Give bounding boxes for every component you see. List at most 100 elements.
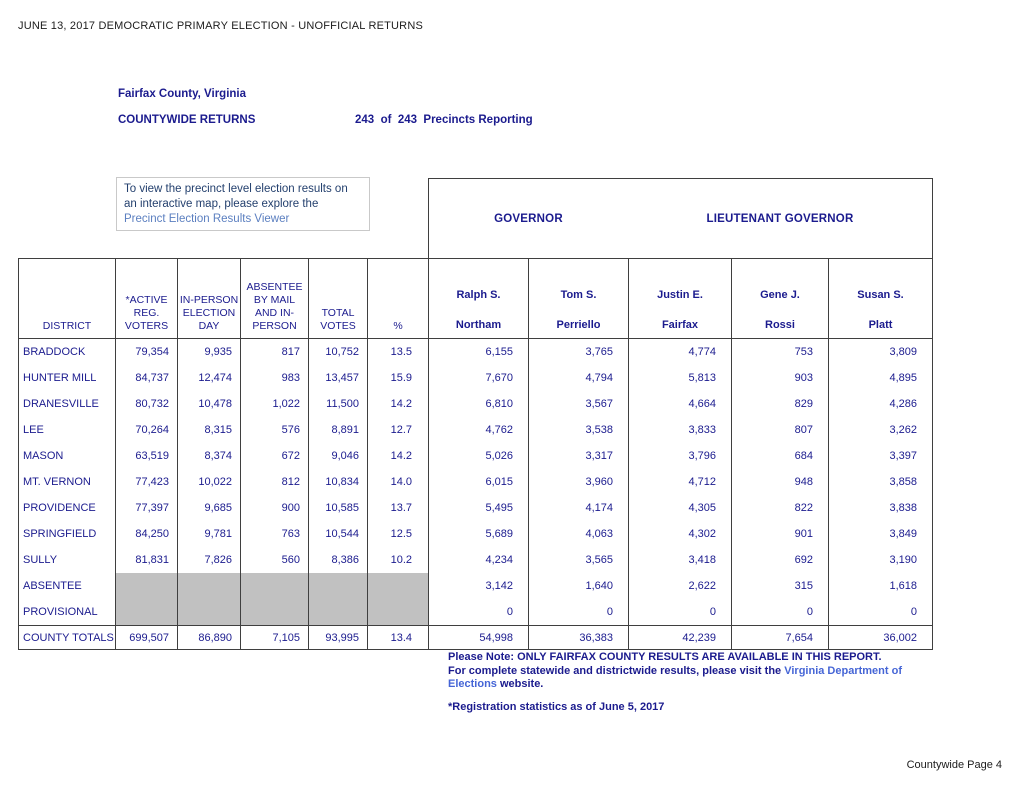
info-line-1: To view the precinct level election resu…: [124, 183, 348, 195]
value-cell: 3,190: [889, 554, 917, 566]
value-cell: 4,234: [429, 547, 529, 573]
value-cell: 901: [732, 521, 829, 547]
totals-label-cell: COUNTY TOTALS: [19, 625, 116, 649]
value-cell: 14.2: [368, 391, 429, 417]
value-cell: 77,423: [116, 469, 178, 495]
value-cell: 4,774: [629, 339, 732, 365]
value-cell: 4,305: [629, 495, 732, 521]
value-cell: 560: [241, 547, 309, 573]
value-cell: 5,026: [429, 443, 529, 469]
value-cell: 4,794: [529, 365, 629, 391]
value-cell: 10,585: [309, 495, 368, 521]
lieutenant-governor-office-header: LIEUTENANT GOVERNOR: [628, 178, 933, 259]
value-cell: 9,781: [178, 521, 241, 547]
value-cell: 10,478: [178, 391, 241, 417]
value-cell: 753: [732, 339, 829, 365]
value-cell: 7,670: [429, 365, 529, 391]
value-cell: 77,397: [116, 495, 178, 521]
district-cell: MT. VERNON: [19, 469, 116, 495]
value-cell: [309, 599, 368, 625]
value-cell: 3,849: [889, 528, 917, 540]
value-cell: 4,063: [529, 521, 629, 547]
value-cell: 11,500: [309, 391, 368, 417]
value-cell: 0: [629, 599, 732, 625]
precinct-results-viewer-link[interactable]: Precinct Election Results Viewer: [124, 213, 290, 225]
value-cell: [368, 573, 429, 599]
value-cell: 9,046: [309, 443, 368, 469]
value-cell: 6,155: [429, 339, 529, 365]
note-line-1: Please Note: ONLY FAIRFAX COUNTY RESULTS…: [448, 651, 882, 663]
value-cell: 672: [241, 443, 309, 469]
value-cell: 5,813: [629, 365, 732, 391]
value-cell: 5,495: [429, 495, 529, 521]
value-cell: 8,315: [178, 417, 241, 443]
value-cell: 1,640: [529, 573, 629, 599]
value-cell: 80,732: [116, 391, 178, 417]
totals-value-cell: 7,105: [241, 625, 309, 649]
column-header-2: IN-PERSON ELECTION DAY: [178, 259, 241, 339]
candidate-header: Ralph S. Northam: [429, 259, 529, 339]
value-cell: 812: [241, 469, 309, 495]
value-cell: 8,374: [178, 443, 241, 469]
elections-link[interactable]: Elections: [448, 678, 497, 690]
column-header-district: DISTRICT: [19, 259, 116, 339]
value-cell: 4,286: [889, 398, 917, 410]
column-header-5: %: [368, 259, 429, 339]
value-cell: 4,762: [429, 417, 529, 443]
district-cell: MASON: [19, 443, 116, 469]
value-cell: 10,752: [309, 339, 368, 365]
value-cell: 829: [732, 391, 829, 417]
value-cell: 948: [732, 469, 829, 495]
info-line-2: an interactive map, please explore the: [124, 198, 319, 210]
value-cell: 2,622: [629, 573, 732, 599]
value-cell: 81,831: [116, 547, 178, 573]
note-line-2: For complete statewide and districtwide …: [448, 665, 918, 679]
value-cell: 3,833: [629, 417, 732, 443]
governor-office-header: GOVERNOR: [428, 178, 629, 259]
value-cell: 692: [732, 547, 829, 573]
value-cell: 3,858: [889, 476, 917, 488]
candidate-header: Susan S. Platt: [829, 259, 932, 339]
totals-value-cell: 42,239: [629, 625, 732, 649]
totals-value-cell: 13.4: [368, 625, 429, 649]
value-cell: 8,891: [309, 417, 368, 443]
value-cell: 6,015: [429, 469, 529, 495]
value-cell: 3,565: [529, 547, 629, 573]
district-cell: LEE: [19, 417, 116, 443]
note-line-2-text: For complete statewide and districtwide …: [448, 664, 785, 677]
value-cell: 0: [910, 606, 917, 618]
registration-note: *Registration statistics as of June 5, 2…: [448, 701, 665, 713]
value-cell: 14.0: [368, 469, 429, 495]
value-cell: 3,142: [429, 573, 529, 599]
value-cell: 3,809: [889, 346, 917, 358]
value-cell: 315: [732, 573, 829, 599]
value-cell: 12,474: [178, 365, 241, 391]
district-cell: SULLY: [19, 547, 116, 573]
value-cell: 1,618: [889, 580, 917, 592]
value-cell: 13.5: [368, 339, 429, 365]
value-cell: 10,022: [178, 469, 241, 495]
column-header-4: TOTAL VOTES: [309, 259, 368, 339]
district-cell: PROVISIONAL: [19, 599, 116, 625]
note-line-3: Elections website.: [448, 678, 918, 692]
value-cell: 14.2: [368, 443, 429, 469]
value-cell: 684: [732, 443, 829, 469]
value-cell: 70,264: [116, 417, 178, 443]
value-cell: 983: [241, 365, 309, 391]
candidate-header: Gene J. Rossi: [732, 259, 829, 339]
value-cell: 10,544: [309, 521, 368, 547]
precinct-map-info-box: To view the precinct level election resu…: [116, 177, 370, 231]
value-cell: 3,567: [529, 391, 629, 417]
value-cell: [178, 599, 241, 625]
precincts-reporting: 243 of 243 Precincts Reporting: [355, 114, 533, 126]
footer-notes: Please Note: ONLY FAIRFAX COUNTY RESULTS…: [448, 651, 918, 692]
results-grid: DISTRICT *ACTIVE REG. VOTERS IN-PERSON ELE…: [18, 258, 933, 650]
value-cell: 3,317: [529, 443, 629, 469]
value-cell: 12.5: [368, 521, 429, 547]
value-cell: 3,538: [529, 417, 629, 443]
virginia-dept-elections-link[interactable]: Virginia Department of: [784, 664, 902, 677]
totals-value-cell: 36,383: [529, 625, 629, 649]
value-cell: 3,960: [529, 469, 629, 495]
column-header-3: ABSENTEE BY MAIL AND IN- PERSON: [241, 259, 309, 339]
value-cell: 3,765: [529, 339, 629, 365]
